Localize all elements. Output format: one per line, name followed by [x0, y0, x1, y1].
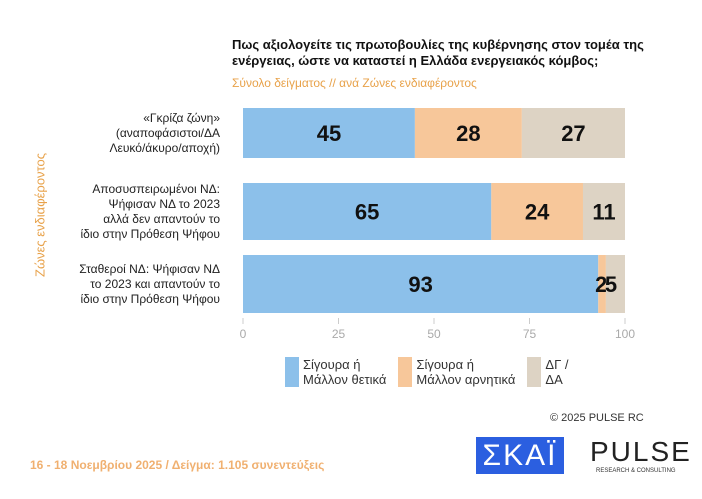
bar-segment	[243, 183, 492, 240]
category-label-line: ίδιο στην Πρόθεση Ψήφου	[80, 291, 221, 306]
legend-item: Σίγουρα ή Μάλλον θετικά	[285, 357, 386, 387]
category-label-line: «Γκρίζα ζώνη»	[143, 110, 220, 125]
category-label-line: Σταθεροί ΝΔ: Ψήφισαν ΝΔ	[79, 261, 220, 276]
data-label: 24	[525, 200, 550, 225]
legend-label: ΔΓ / ΔΑ	[545, 357, 569, 387]
data-label: 65	[355, 200, 379, 225]
x-tick-label: 100	[615, 327, 635, 341]
copyright: © 2025 PULSE RC	[550, 412, 644, 424]
fieldwork-note: 16 - 18 Νοεμβρίου 2025 / Δείγμα: 1.105 σ…	[30, 458, 325, 472]
pulse-logo: PULSE	[590, 436, 692, 467]
category-label-line: το 2023 και απαντούν το	[90, 276, 220, 291]
bar-segment	[243, 108, 415, 158]
category-label-line: ίδιο στην Πρόθεση Ψήφου	[80, 226, 221, 241]
data-label: 5	[605, 272, 617, 297]
pulse-logo-subtitle: RESEARCH & CONSULTING	[596, 468, 676, 474]
category-label-line: αλλά δεν απαντούν το	[103, 211, 220, 226]
bar-segment	[243, 255, 599, 313]
x-tick-label: 75	[523, 327, 537, 341]
bar-segment	[414, 108, 522, 158]
x-tick-label: 25	[332, 327, 346, 341]
data-label: 28	[456, 121, 480, 146]
category-label-line: Ψήφισαν ΝΔ το 2023	[108, 196, 220, 211]
category-label-line: Αποσυσπειρωμένοι ΝΔ:	[92, 181, 220, 196]
data-label: 45	[317, 121, 341, 146]
category-label-line: (αναποφάσιστοι/ΔΑ	[115, 125, 220, 140]
bar-segment	[605, 255, 625, 313]
bar-segment	[491, 183, 583, 240]
bar-segment	[598, 255, 606, 313]
data-label: 11	[592, 200, 615, 225]
skai-logo: ΣΚΑΪ	[476, 437, 564, 474]
legend-swatch	[398, 357, 413, 387]
category-label: Αποσυσπειρωμένοι ΝΔ: Ψήφισαν ΝΔ το 2023 αλ…	[30, 181, 221, 242]
data-label: 93	[408, 272, 432, 297]
legend-item: ΔΓ / ΔΑ	[527, 357, 569, 387]
data-label: 2	[595, 272, 607, 297]
x-tick-label: 50	[427, 327, 441, 341]
category-label-line: Λευκό/άκυρο/αποχή)	[109, 140, 221, 155]
bar-segment	[521, 108, 625, 158]
legend-label: Σίγουρα ή Μάλλον θετικά	[303, 357, 387, 387]
bar-segment	[582, 183, 625, 240]
chart-title: Πως αξιολογείτε τις πρωτοβουλίες της κυβ…	[232, 37, 644, 68]
legend-item: Σίγουρα ή Μάλλον αρνητικά	[398, 357, 515, 387]
legend-swatch	[285, 357, 299, 387]
legend-label: Σίγουρα ή Μάλλον αρνητικά	[416, 357, 516, 387]
category-label: Σταθεροί ΝΔ: Ψήφισαν ΝΔ το 2023 και απαντ…	[30, 262, 220, 307]
legend: Σίγουρα ή Μάλλον θετικά Σίγουρα ή Μάλλον αρ…	[285, 357, 575, 387]
chart-subtitle: Σύνολο δείγματος // ανά Ζώνες ενδιαφέρον…	[232, 76, 477, 90]
category-label: «Γκρίζα ζώνη» (αναποφάσιστοι/ΔΑ Λευκό/άκυρ…	[30, 110, 221, 156]
data-label: 27	[561, 121, 585, 146]
x-tick-label: 0	[240, 327, 247, 341]
legend-swatch	[527, 357, 542, 387]
